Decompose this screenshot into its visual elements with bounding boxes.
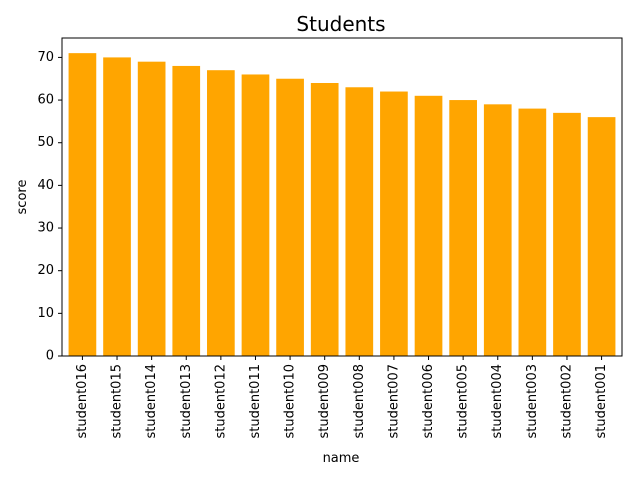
x-tick-label: student016: [75, 364, 90, 439]
x-tick-label: student006: [421, 364, 436, 439]
bar-student003: [518, 108, 547, 356]
bar-student012: [207, 70, 235, 356]
bar-student006: [414, 95, 443, 356]
bar-student016: [68, 53, 97, 357]
bar-student010: [276, 78, 304, 356]
x-tick-label: student003: [525, 364, 540, 439]
x-tick-label: student010: [283, 364, 298, 439]
bar-student015: [103, 57, 131, 357]
x-axis-label: name: [323, 451, 360, 466]
y-tick-label: 20: [37, 263, 54, 278]
y-axis-label: score: [15, 180, 30, 215]
x-tick-label: student008: [352, 364, 367, 439]
y-tick-label: 40: [37, 178, 54, 193]
bar-student013: [172, 65, 201, 356]
y-axis-ticks: 0 10 20 30 40 50 60 70: [37, 50, 62, 364]
bar-student011: [241, 74, 270, 356]
x-tick-label: student002: [559, 364, 574, 439]
y-tick-label: 50: [37, 135, 54, 150]
y-tick-label: 0: [46, 349, 54, 364]
x-tick-label: student007: [386, 364, 401, 439]
bar-student009: [310, 83, 339, 356]
x-tick-label: student015: [110, 364, 125, 439]
bar-student005: [449, 100, 477, 356]
chart-title: Students: [296, 12, 385, 36]
x-tick-label: student001: [594, 364, 609, 439]
y-tick-label: 30: [37, 221, 54, 236]
x-tick-label: student009: [317, 364, 332, 439]
bar-student002: [553, 112, 581, 356]
y-tick-label: 10: [37, 306, 54, 321]
y-tick-label: 60: [37, 93, 54, 108]
bar-student001: [587, 117, 616, 356]
bar-student008: [345, 87, 374, 356]
bar-student004: [483, 104, 512, 356]
x-tick-label: student012: [213, 364, 228, 439]
x-tick-label: student005: [456, 364, 471, 439]
x-tick-label: student013: [179, 364, 194, 439]
y-tick-label: 70: [37, 50, 54, 65]
x-tick-label: student011: [248, 364, 263, 439]
bar-student007: [380, 91, 408, 356]
bars-group: [68, 53, 616, 357]
x-tick-label: student004: [490, 364, 505, 439]
plot-frame: [61, 37, 623, 357]
x-axis-ticks: student016 student015 student014 student013…: [75, 356, 609, 439]
x-tick-label: student014: [144, 364, 159, 439]
bar-student014: [137, 61, 166, 357]
